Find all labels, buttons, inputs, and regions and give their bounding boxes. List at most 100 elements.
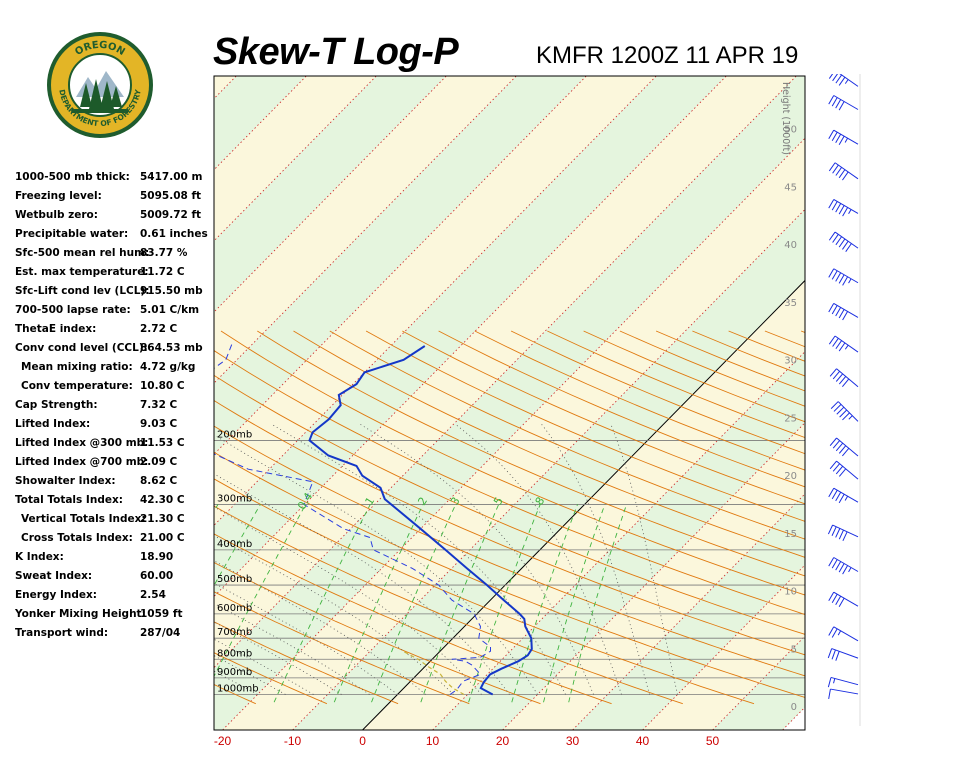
- station-time-label: KMFR 1200Z 11 APR 19: [536, 42, 799, 69]
- barb-staff: [830, 676, 859, 686]
- index-label: Conv temperature:: [21, 380, 133, 392]
- dry-adiabat: [214, 374, 805, 635]
- index-value: 83.77 %: [140, 247, 188, 259]
- wind-barb: [828, 335, 859, 353]
- barb-flag: [828, 162, 836, 172]
- index-row: Lifted Index @300 mb: 11.53 C: [15, 434, 213, 453]
- index-label: Lifted Index @300 mb:: [15, 437, 149, 449]
- barb-flag: [831, 489, 838, 500]
- dry-adiabats: [214, 330, 805, 705]
- barb-flag: [828, 591, 835, 602]
- dry-adiabat: [365, 330, 805, 522]
- index-value: 7.32 C: [140, 399, 178, 411]
- dry-adiabat: [214, 451, 805, 698]
- barb-flag: [835, 236, 843, 246]
- pressure-label: 500mb: [217, 574, 252, 585]
- barb-flag: [835, 340, 843, 350]
- barb-flag: [832, 164, 839, 174]
- barb-staff: [834, 231, 859, 249]
- barb-staff: [834, 162, 859, 180]
- dry-adiabat: [214, 399, 805, 656]
- barb-flag: [844, 344, 849, 350]
- barb-flag: [844, 137, 849, 143]
- index-label: Sweat Index:: [15, 570, 93, 582]
- moist-adiabats: [214, 423, 678, 695]
- index-value: 18.90: [140, 551, 174, 563]
- barb-staff: [833, 199, 859, 214]
- index-row: Sweat Index: 60.00: [15, 567, 213, 586]
- zero-isotherm: [362, 279, 805, 730]
- barb-flag: [828, 74, 834, 79]
- barb-flag: [831, 201, 838, 211]
- barb-flag: [828, 557, 835, 567]
- index-label: 700-500 lapse rate:: [15, 304, 131, 316]
- barb-flag: [838, 342, 846, 352]
- wind-barb: [829, 368, 859, 388]
- barb-staff: [834, 335, 859, 353]
- wind-barb: [828, 302, 859, 321]
- barb-flag: [838, 376, 847, 385]
- stability-indices-panel: 1000-500 mb thick: 5417.00 m Freezing leve…: [15, 168, 213, 643]
- barb-flag: [828, 199, 835, 209]
- barb-flag: [838, 529, 844, 540]
- index-value: 42.30 C: [140, 494, 185, 506]
- barb-flag: [835, 465, 844, 475]
- pressure-label: 900mb: [217, 667, 252, 678]
- height-tick-label: 40: [784, 240, 797, 251]
- index-value: 10.80 C: [140, 380, 185, 392]
- wind-barb: [828, 231, 859, 252]
- index-label: Yonker Mixing Height:: [15, 608, 146, 620]
- barb-flag: [828, 129, 835, 140]
- barb-flag: [837, 630, 842, 636]
- barb-flag: [831, 270, 838, 280]
- wind-barb: [828, 487, 859, 504]
- index-value: 2.09 C: [140, 456, 178, 468]
- barb-flag: [829, 437, 837, 446]
- barb-flag: [842, 276, 849, 286]
- dry-adiabat: [214, 591, 470, 705]
- barb-staff: [833, 129, 859, 145]
- mixing-ratio-line: [333, 504, 424, 703]
- barb-flag: [835, 491, 842, 502]
- index-row: Lifted Index @700 mb: 2.09 C: [15, 453, 213, 472]
- index-value: 864.53 mb: [140, 342, 203, 354]
- wind-barb: [830, 401, 859, 422]
- index-label: Est. max temperature:: [15, 266, 149, 278]
- temperature-tick-label: -10: [284, 734, 302, 748]
- mixing-ratio-line: [568, 504, 628, 703]
- barb-flag: [831, 97, 838, 107]
- mixing-ratio-line: [371, 504, 457, 703]
- index-value: 21.00 C: [140, 532, 185, 544]
- mixing-ratio-line: [511, 504, 578, 703]
- barb-flag: [848, 209, 852, 215]
- barb-flag: [833, 678, 836, 684]
- index-label: Vertical Totals Index:: [21, 513, 146, 525]
- dry-adiabat: [220, 330, 805, 596]
- barb-flag: [830, 401, 839, 409]
- barb-flag: [832, 337, 839, 347]
- index-value: 5095.08 ft: [140, 190, 202, 202]
- moist-adiabat: [359, 423, 594, 695]
- dewpoint-profile: [214, 342, 491, 695]
- barb-flag: [848, 415, 853, 420]
- barb-flag: [831, 305, 838, 315]
- index-row: Lifted Index: 9.03 C: [15, 415, 213, 434]
- isotherm-line: [214, 76, 377, 242]
- index-row: Conv cond level (CCL): 864.53 mb: [15, 339, 213, 358]
- barb-flag: [832, 463, 840, 472]
- index-label: Precipitable water:: [15, 228, 129, 240]
- mixing-ratio-line: [214, 504, 261, 587]
- height-tick-label: 25: [784, 413, 797, 424]
- barb-flag: [831, 628, 838, 638]
- height-tick-labels: 0 5 10 15 20 25 30 35 40 45 50: [784, 125, 797, 713]
- barb-flag: [842, 240, 849, 250]
- sounding-profiles: [214, 342, 533, 696]
- barb-flag: [848, 278, 852, 284]
- isotherm-line: [222, 137, 805, 730]
- index-row: Est. max temperature: 11.72 C: [15, 263, 213, 282]
- isotherm-band: [642, 564, 805, 730]
- pressure-label: 800mb: [217, 648, 252, 659]
- isotherm-line: [214, 76, 587, 455]
- index-row: ThetaE index: 2.72 C: [15, 320, 213, 339]
- barb-flag: [835, 561, 842, 571]
